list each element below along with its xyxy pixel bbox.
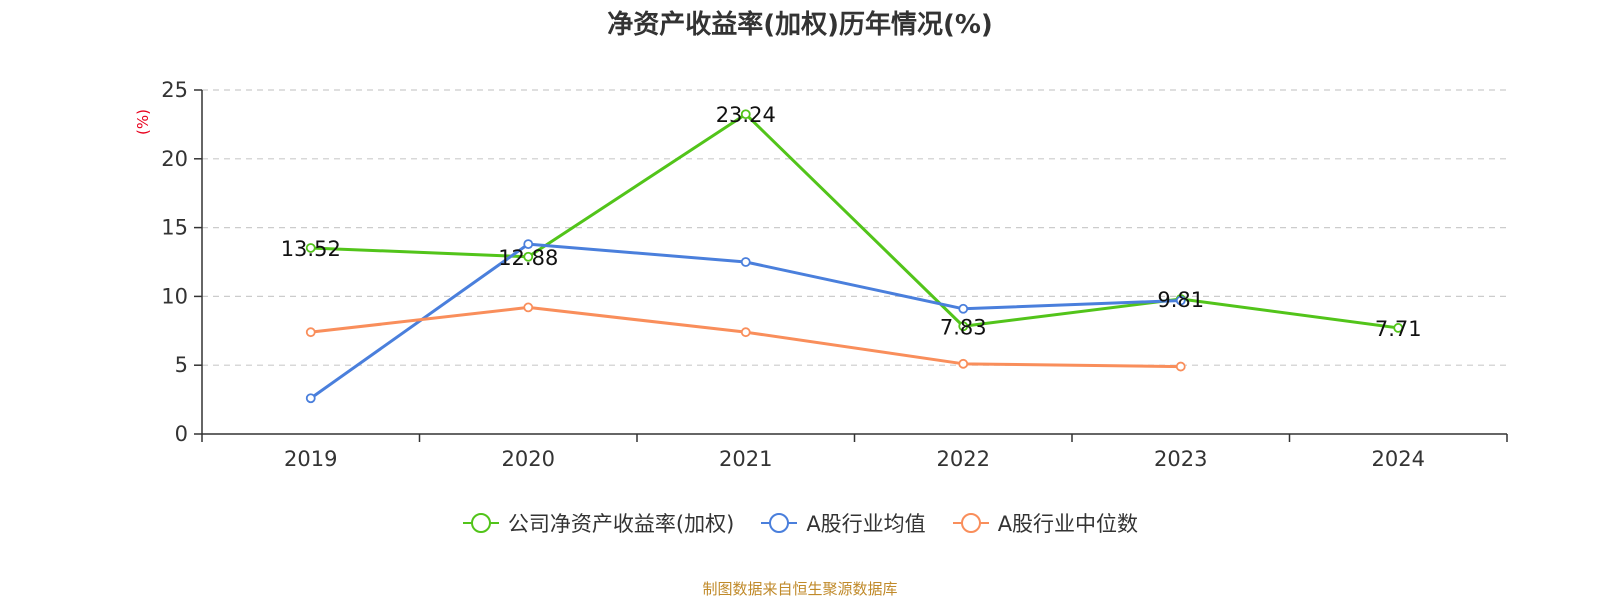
legend: 公司净资产收益率(加权) A股行业均值 A股行业中位数 bbox=[0, 508, 1600, 538]
data-label: 12.88 bbox=[498, 246, 558, 270]
axis-layer: 0 5 10 15 20 25 2019 2020 2021 2022 2023 2024 bbox=[161, 78, 1508, 471]
data-label: 13.52 bbox=[281, 237, 341, 261]
data-label: 9.81 bbox=[1157, 288, 1204, 312]
legend-label: 公司净资产收益率(加权) bbox=[507, 512, 735, 536]
data-point bbox=[740, 257, 751, 267]
data-point bbox=[523, 251, 534, 262]
data-point bbox=[305, 327, 316, 338]
legend-marker-icon bbox=[952, 513, 989, 533]
legend-marker-icon bbox=[462, 513, 499, 533]
data-point bbox=[523, 239, 534, 250]
data-point bbox=[1175, 361, 1186, 372]
y-tick-label: 10 bbox=[161, 284, 188, 308]
legend-item[interactable]: A股行业中位数 bbox=[952, 508, 1138, 538]
y-tick-label: 15 bbox=[161, 216, 188, 240]
legend-item[interactable]: 公司净资产收益率(加权) bbox=[462, 508, 734, 538]
x-tick-label: 2021 bbox=[719, 447, 772, 471]
x-tick-label: 2022 bbox=[937, 447, 990, 471]
legend-label: A股行业中位数 bbox=[997, 512, 1139, 536]
y-tick-label: 0 bbox=[175, 422, 188, 446]
y-tick-label: 5 bbox=[175, 353, 188, 377]
data-label: 7.83 bbox=[940, 315, 987, 339]
x-tick-label: 2024 bbox=[1372, 447, 1425, 471]
x-tick-label: 2023 bbox=[1154, 447, 1207, 471]
data-point bbox=[1175, 295, 1186, 306]
data-point bbox=[958, 303, 969, 314]
data-point bbox=[523, 302, 534, 313]
series-line-0 bbox=[310, 112, 1399, 330]
data-point bbox=[958, 321, 969, 332]
data-point bbox=[958, 358, 969, 369]
data-point bbox=[740, 327, 751, 338]
x-tick-label: 2020 bbox=[502, 447, 555, 471]
data-point bbox=[1393, 323, 1404, 333]
data-point bbox=[305, 243, 316, 253]
series-layer bbox=[305, 109, 1404, 404]
x-tick-label: 2019 bbox=[284, 447, 337, 471]
label-layer: 13.52 12.88 23.24 7.83 9.81 7.71 bbox=[281, 103, 1422, 341]
data-point bbox=[305, 393, 316, 404]
data-point bbox=[740, 109, 751, 120]
source-note: 制图数据来自恒生聚源数据库 bbox=[702, 580, 898, 598]
legend-label: A股行业均值 bbox=[806, 512, 926, 536]
legend-marker-icon bbox=[761, 513, 798, 533]
data-label: 23.24 bbox=[716, 103, 776, 127]
legend-item[interactable]: A股行业均值 bbox=[760, 508, 926, 538]
series-line-1 bbox=[309, 242, 1181, 400]
y-tick-label: 20 bbox=[161, 147, 188, 171]
grid-layer bbox=[202, 89, 1507, 366]
y-axis-label: (%) bbox=[134, 109, 152, 135]
chart-title: 净资产收益率(加权)历年情况(%) bbox=[607, 10, 993, 40]
y-tick-label: 25 bbox=[161, 78, 188, 102]
data-label: 7.71 bbox=[1375, 317, 1422, 341]
